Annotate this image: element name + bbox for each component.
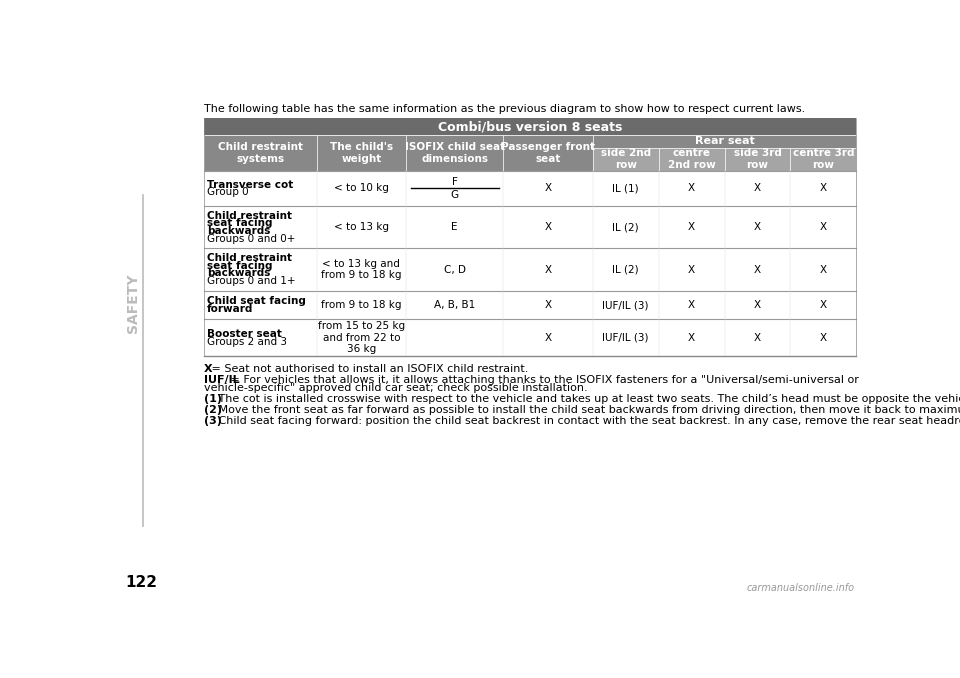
Text: carmanualsonline.info: carmanualsonline.info	[747, 582, 854, 593]
Text: side 2nd
row: side 2nd row	[601, 148, 651, 170]
Text: Transverse cot: Transverse cot	[206, 180, 293, 190]
Text: centre
2nd row: centre 2nd row	[668, 148, 715, 170]
Bar	[204, 119, 856, 135]
Text: C, D: C, D	[444, 264, 466, 275]
Text: X: X	[544, 300, 552, 310]
Text: side 3rd
row: side 3rd row	[733, 148, 781, 170]
Text: X: X	[688, 333, 695, 343]
Text: 122: 122	[126, 574, 157, 590]
Text: Group 0: Group 0	[206, 187, 249, 197]
Text: IL (1): IL (1)	[612, 183, 639, 193]
Text: (1): (1)	[204, 394, 222, 404]
Text: IUF/IL (3): IUF/IL (3)	[603, 333, 649, 343]
Text: < to 10 kg: < to 10 kg	[334, 183, 389, 193]
Bar	[593, 135, 856, 148]
Text: X: X	[820, 333, 827, 343]
Text: centre 3rd
row: centre 3rd row	[793, 148, 854, 170]
Text: Passenger front
seat: Passenger front seat	[501, 142, 595, 164]
Text: seat facing: seat facing	[206, 218, 273, 228]
Text: Child seat facing: Child seat facing	[206, 296, 305, 306]
Text: X: X	[820, 264, 827, 275]
Text: Child restraint: Child restraint	[206, 211, 292, 221]
Text: A, B, B1: A, B, B1	[434, 300, 475, 310]
Text: X: X	[688, 264, 695, 275]
Text: X: X	[544, 264, 552, 275]
Text: from 15 to 25 kg
and from 22 to
36 kg: from 15 to 25 kg and from 22 to 36 kg	[318, 321, 405, 355]
Text: Child restraint: Child restraint	[206, 253, 292, 263]
Bar	[503, 135, 593, 171]
Text: Booster seat: Booster seat	[206, 329, 281, 339]
Text: ISOFIX child seat
dimensions: ISOFIX child seat dimensions	[405, 142, 505, 164]
Text: The child's
weight: The child's weight	[329, 142, 393, 164]
Text: X: X	[688, 222, 695, 233]
Text: = Seat not authorised to install an ISOFIX child restraint.: = Seat not authorised to install an ISOF…	[207, 364, 528, 374]
Text: F: F	[452, 177, 458, 187]
Bar	[659, 148, 725, 171]
Text: The following table has the same information as the previous diagram to show how: The following table has the same informa…	[204, 104, 804, 115]
Text: X: X	[754, 333, 761, 343]
Text: G: G	[450, 190, 459, 199]
Bar	[317, 135, 406, 171]
Text: SAFETY: SAFETY	[126, 273, 140, 333]
Text: The cot is installed crosswise with respect to the vehicle and takes up at least: The cot is installed crosswise with resp…	[215, 394, 960, 404]
Text: X: X	[688, 183, 695, 193]
Text: X: X	[754, 183, 761, 193]
Text: Groups 0 and 1+: Groups 0 and 1+	[206, 276, 296, 286]
Text: IUF/IL: IUF/IL	[204, 375, 239, 384]
Text: (2): (2)	[204, 405, 222, 415]
Text: X: X	[688, 300, 695, 310]
Text: X: X	[754, 300, 761, 310]
Bar	[790, 148, 856, 171]
Text: vehicle-specific" approved child car seat; check possible installation.: vehicle-specific" approved child car sea…	[204, 383, 588, 393]
Text: Move the front seat as far forward as possible to install the child seat backwar: Move the front seat as far forward as po…	[215, 405, 960, 415]
Text: X: X	[544, 333, 552, 343]
Bar	[593, 148, 659, 171]
Text: X: X	[754, 264, 761, 275]
Text: backwards: backwards	[206, 226, 270, 236]
Text: IUF/IL (3): IUF/IL (3)	[603, 300, 649, 310]
Text: Rear seat: Rear seat	[695, 136, 755, 146]
Text: forward: forward	[206, 304, 253, 314]
Bar	[725, 148, 790, 171]
Text: X: X	[820, 222, 827, 233]
Text: Child restraint
systems: Child restraint systems	[218, 142, 302, 164]
Text: X: X	[820, 300, 827, 310]
Text: Child seat facing forward: position the child seat backrest in contact with the : Child seat facing forward: position the …	[215, 416, 960, 426]
Text: X: X	[754, 222, 761, 233]
Text: from 9 to 18 kg: from 9 to 18 kg	[321, 300, 401, 310]
Text: seat facing: seat facing	[206, 261, 273, 271]
Text: = For vehicles that allows it, it allows attaching thanks to the ISOFIX fastener: = For vehicles that allows it, it allows…	[227, 375, 859, 384]
Text: X: X	[204, 364, 212, 374]
Text: backwards: backwards	[206, 268, 270, 279]
Bar	[204, 135, 317, 171]
Text: < to 13 kg: < to 13 kg	[334, 222, 389, 233]
Text: < to 13 kg and
from 9 to 18 kg: < to 13 kg and from 9 to 18 kg	[321, 259, 401, 281]
Text: (3): (3)	[204, 416, 222, 426]
Bar	[406, 135, 503, 171]
Text: Groups 2 and 3: Groups 2 and 3	[206, 336, 287, 346]
Text: X: X	[544, 222, 552, 233]
Text: IL (2): IL (2)	[612, 264, 639, 275]
Text: IL (2): IL (2)	[612, 222, 639, 233]
Text: X: X	[544, 183, 552, 193]
Text: Combi/bus version 8 seats: Combi/bus version 8 seats	[438, 120, 622, 134]
Text: Groups 0 and 0+: Groups 0 and 0+	[206, 234, 295, 244]
Text: E: E	[451, 222, 458, 233]
Text: X: X	[820, 183, 827, 193]
